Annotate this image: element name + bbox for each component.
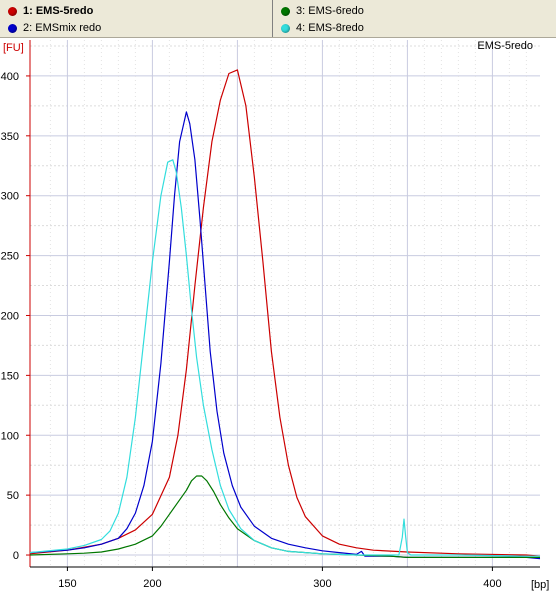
- x-tick-label: 150: [58, 578, 76, 590]
- series-line-1: [29, 69, 541, 557]
- y-tick-label: 50: [7, 490, 19, 502]
- legend-label: 4: EMS-8redo: [296, 22, 364, 34]
- legend-item-emsmix-redo[interactable]: 2: EMSmix redo: [8, 20, 101, 36]
- sample-title: EMS-5redo: [477, 40, 533, 52]
- x-tick-label: 200: [143, 578, 161, 590]
- legend-item-ems-8redo[interactable]: 4: EMS-8redo: [281, 20, 364, 36]
- y-tick-label: 300: [1, 191, 19, 203]
- legend-column-right: 3: EMS-6redo 4: EMS-8redo: [273, 0, 556, 37]
- legend-item-ems-6redo[interactable]: 3: EMS-6redo: [281, 3, 364, 19]
- red-dot-icon: [8, 6, 17, 16]
- x-unit-label: [bp]: [531, 579, 549, 591]
- y-unit-label: [FU]: [3, 42, 24, 54]
- axis-labels: 0 50 100 150 200 250 300 350 400 150 200 300 400: [1, 71, 502, 590]
- x-tick-label: 300: [313, 578, 331, 590]
- axes: [26, 40, 540, 571]
- legend-label: 1: EMS-5redo: [23, 5, 94, 17]
- x-tick-label: 400: [483, 578, 501, 590]
- y-tick-label: 150: [1, 370, 19, 382]
- series-lines: [29, 69, 541, 560]
- series-line-2: [29, 111, 541, 560]
- chart-svg: 0 50 100 150 200 250 300 350 400 150 200 300 400 [FU…: [1, 40, 549, 591]
- cyan-dot-icon: [281, 23, 290, 33]
- series-line-3: [29, 475, 540, 558]
- blue-dot-icon: [8, 23, 17, 33]
- legend-label: 3: EMS-6redo: [296, 5, 364, 17]
- green-dot-icon: [281, 6, 290, 16]
- y-tick-label: 350: [1, 131, 19, 143]
- y-tick-label: 0: [13, 550, 19, 562]
- legend-panel: 1: EMS-5redo 2: EMSmix redo 3: EMS-6redo…: [0, 0, 556, 38]
- y-tick-label: 200: [1, 310, 19, 322]
- y-tick-label: 250: [1, 251, 19, 263]
- electropherogram-plot[interactable]: 0 50 100 150 200 250 300 350 400 150 200 300 400 [FU…: [0, 38, 556, 603]
- y-tick-label: 400: [1, 71, 19, 83]
- series-line-4: [29, 159, 540, 557]
- legend-column-left: 1: EMS-5redo 2: EMSmix redo: [0, 0, 273, 37]
- y-tick-label: 100: [1, 430, 19, 442]
- legend-item-ems-5redo[interactable]: 1: EMS-5redo: [8, 3, 93, 19]
- grid: [30, 40, 540, 567]
- legend-label: 2: EMSmix redo: [23, 22, 102, 34]
